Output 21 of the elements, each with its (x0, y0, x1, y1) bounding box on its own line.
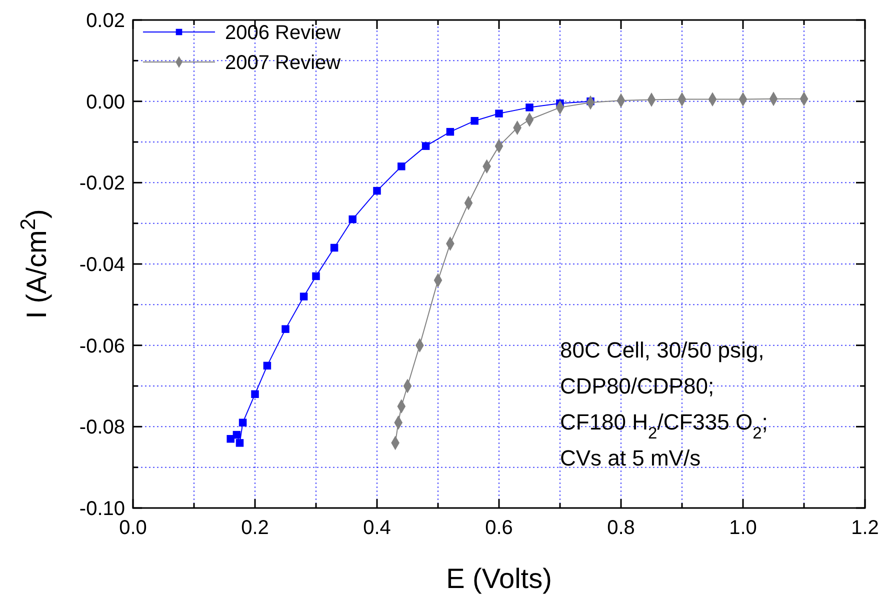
x-tick-label: 0.0 (119, 517, 147, 539)
y-tick-label: 0.00 (86, 91, 125, 114)
annotation: 80C Cell, 30/50 psig, (560, 338, 764, 363)
legend-label: 2007 Review (225, 52, 342, 74)
x-tick-label: 1.0 (729, 517, 757, 539)
y-tick-label: -0.10 (79, 498, 125, 520)
y-tick-label: -0.08 (79, 416, 125, 439)
annotation: CVs at 5 mV/s (560, 446, 701, 471)
x-tick-label: 0.2 (241, 517, 269, 539)
x-tick-label: 0.8 (607, 517, 635, 539)
x-tick-label: 0.4 (363, 517, 391, 539)
y-tick-label: -0.02 (79, 172, 125, 195)
annotation: CDP80/CDP80; (560, 374, 714, 399)
y-tick-label: -0.04 (79, 254, 125, 276)
annotation: CF180 H$_{2}$/CF335 O$_{2}$; (560, 410, 768, 443)
x-tick-label: 1.2 (851, 517, 879, 539)
y-tick-label: -0.06 (79, 335, 125, 358)
legend-label: 2006 Review (225, 22, 342, 44)
x-axis-title: E (Volts) (446, 563, 552, 594)
x-tick-label: 0.6 (485, 517, 513, 539)
y-tick-label: 0.02 (86, 10, 125, 32)
